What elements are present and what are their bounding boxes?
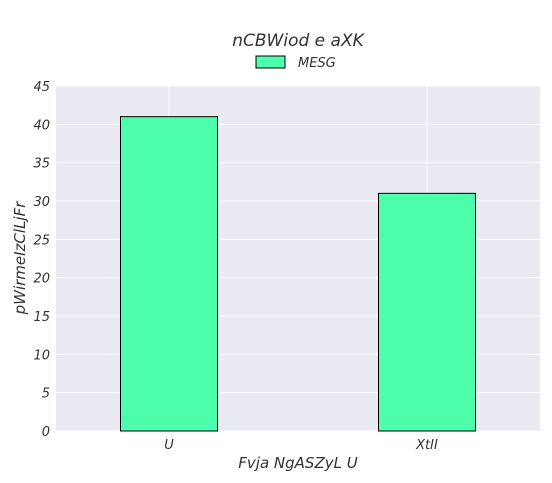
y-tick-label: 0 [42,425,50,440]
legend-label: MESG [298,56,336,71]
y-axis-label: pWirmeIzClLjFr [11,201,29,316]
x-axis-label: Fvja NgASZyL U [238,454,357,472]
y-tick-label: 35 [33,157,50,172]
bar [120,116,218,432]
bars [120,116,476,432]
bar [378,192,476,432]
x-tick-label: U [164,438,174,453]
y-tick-labels: 0 5 10 15 20 25 30 35 40 45 [33,80,50,440]
y-tick-label: 15 [33,310,50,325]
y-tick-label: 10 [33,348,50,363]
x-tick-labels: U XtII [164,438,438,453]
y-tick-label: 5 [42,387,50,402]
y-tick-label: 25 [33,233,50,248]
y-tick-label: 30 [33,195,50,210]
x-tick-label: XtII [415,438,438,453]
y-tick-label: 45 [33,80,50,95]
legend-swatch [255,55,286,69]
chart-title: nCBWiod e aXK [232,31,365,51]
legend: MESG [255,55,336,71]
y-tick-label: 40 [33,118,50,133]
y-tick-label: 20 [33,272,50,287]
